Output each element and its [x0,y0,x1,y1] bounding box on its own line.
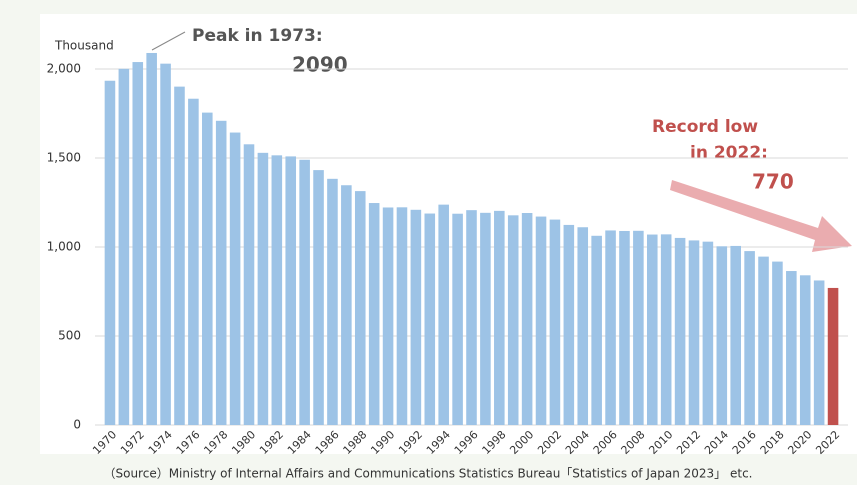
bar [257,152,269,425]
bar [438,204,449,425]
bar [202,112,213,426]
bar [674,237,686,425]
peak-pointer [151,31,186,51]
bar [813,280,825,425]
bar [521,213,533,425]
bar [591,235,602,425]
bar [507,215,519,425]
bar [174,86,185,425]
bar [660,234,672,425]
bar [702,241,714,425]
low-title: Record low [652,117,758,137]
bar [466,210,477,425]
y-tick-label: 2,000 [47,62,81,76]
bar [424,213,436,425]
bar [799,275,811,425]
peak-title: Peak in 1973: [192,26,323,46]
bar [382,207,394,425]
bar [118,68,130,426]
bar [646,234,658,425]
source: （Source）Ministry of Internal Affairs and… [103,467,752,481]
bar [744,251,755,425]
bar [716,246,728,425]
bar [563,224,575,425]
bar [410,209,422,425]
low-title: in 2022: [690,143,768,163]
bar [104,80,116,426]
bar [827,287,839,425]
bar [577,227,589,425]
bar [535,216,547,425]
bar [243,144,255,425]
y-tick-label: 1,000 [47,240,81,254]
bar [229,132,241,425]
peak-value: 2090 [292,53,348,77]
bar [633,230,644,425]
bar [786,271,797,425]
bar [132,62,144,426]
bar [215,120,227,425]
y-tick-label: 500 [58,329,81,343]
bar [299,159,310,425]
arrow [670,180,852,252]
bar [480,212,491,425]
bar [341,185,352,425]
bar [549,219,561,425]
bar [313,170,324,425]
bar [271,155,283,425]
y-tick-label: 1,500 [47,151,81,165]
bar [730,245,741,425]
bar [285,156,297,425]
bar [327,178,338,425]
low-value: 770 [752,170,794,194]
bar [494,210,505,425]
bar [772,261,783,425]
bar [160,63,171,425]
bar [688,240,700,425]
bar [368,203,380,425]
bar [396,207,408,425]
bar [605,230,616,425]
bar [354,191,366,425]
bar [619,230,630,425]
bar [188,98,199,425]
y-tick-label: 0 [73,418,81,432]
bar [758,256,769,425]
y-unit: Thousand [54,39,114,53]
bar [452,213,463,425]
bar [146,52,157,425]
